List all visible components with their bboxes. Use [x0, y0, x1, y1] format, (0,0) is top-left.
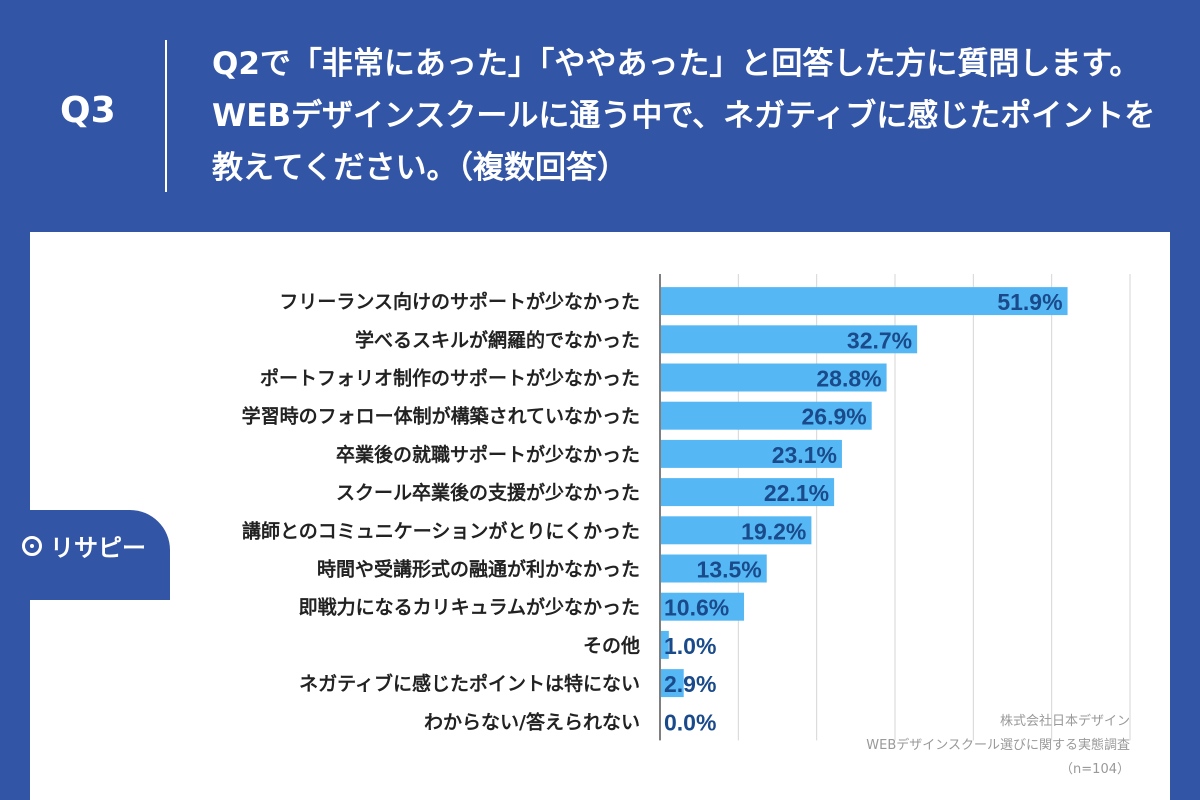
bar	[661, 439, 842, 468]
header-divider	[165, 40, 167, 192]
data-label: 2.9%	[664, 671, 716, 697]
bar	[661, 592, 745, 621]
category-label: 学べるスキルが網羅的でなかった	[355, 328, 640, 351]
category-label: フリーランス向けのサポートが少なかった	[279, 290, 640, 313]
bar	[661, 516, 812, 545]
source-company: 株式会社日本デザイン	[999, 714, 1130, 729]
bar	[661, 669, 684, 698]
question-text: Q2で「非常にあった」「ややあった」と回答した方に質問します。WEBデザインスク…	[212, 46, 1156, 186]
source-survey: WEBデザインスクール選びに関する実態調査	[866, 738, 1130, 753]
data-label: 28.8%	[816, 366, 881, 392]
bar	[661, 478, 835, 507]
bar	[661, 630, 669, 659]
data-label: 19.2%	[741, 518, 806, 544]
category-label: 学習時のフォロー体制が構築されていなかった	[242, 405, 640, 428]
brand-name: リサピー	[50, 534, 146, 562]
pin-icon	[22, 535, 42, 556]
category-label: その他	[583, 634, 640, 657]
category-label: スクール卒業後の支援が少なかった	[336, 481, 640, 504]
bar	[661, 287, 1068, 316]
bar	[661, 325, 918, 354]
data-label: 22.1%	[764, 480, 829, 506]
bar	[661, 401, 872, 430]
question-label: Q3	[60, 90, 116, 131]
data-label: 23.1%	[772, 442, 837, 468]
chart-panel: フリーランス向けのサポートが少なかった 51.9% 学べるスキルが網羅的でなかった 3…	[30, 232, 1170, 800]
category-label: ポートフォリオ制作のサポートが少なかった	[260, 367, 640, 390]
bar	[661, 554, 767, 583]
bar-chart: フリーランス向けのサポートが少なかった 51.9% 学べるスキルが網羅的でなかった 3…	[242, 274, 1131, 741]
data-label: 0.0%	[664, 709, 716, 735]
source-sample-size: （n=104）	[1060, 762, 1130, 777]
brand-logo: リサピー	[0, 510, 170, 600]
data-label: 51.9%	[997, 289, 1062, 315]
data-label: 26.9%	[801, 404, 866, 430]
data-label: 32.7%	[847, 327, 912, 353]
category-label: 講師とのコミュニケーションがとりにくかった	[242, 519, 640, 542]
data-label: 1.0%	[664, 633, 716, 659]
category-label: ネガティブに感じたポイントは特にない	[299, 672, 640, 695]
category-label: 時間や受講形式の融通が利かなかった	[317, 558, 640, 581]
category-label: 即戦力になるカリキュラムが少なかった	[299, 596, 640, 619]
category-label: 卒業後の就職サポートが少なかった	[336, 443, 640, 466]
category-label: わからない/答えられない	[424, 710, 640, 733]
data-label: 13.5%	[697, 557, 762, 583]
bar	[661, 363, 887, 392]
data-label: 10.6%	[664, 595, 729, 621]
